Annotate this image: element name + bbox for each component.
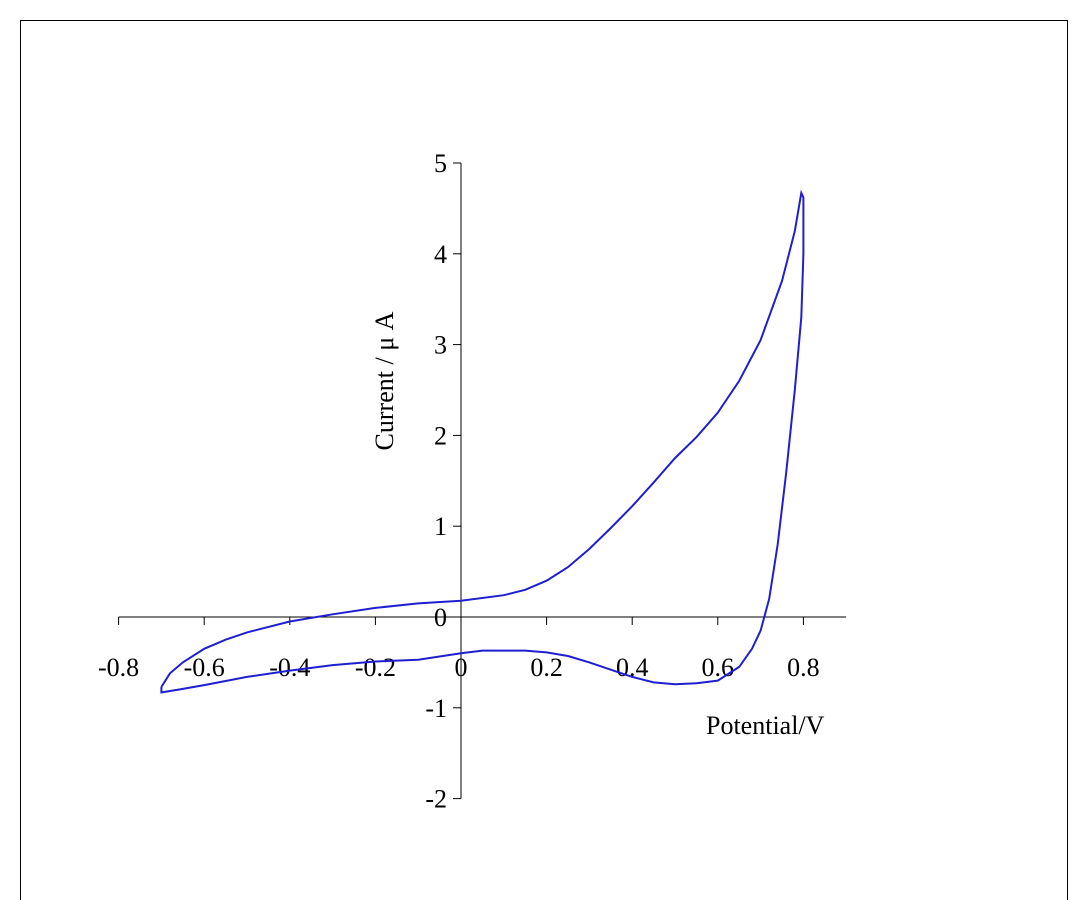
y-tick-label: 4: [434, 240, 447, 269]
axes: [118, 163, 847, 799]
y-tick-label: 3: [434, 331, 447, 360]
x-tick-label: -0.8: [98, 653, 139, 682]
y-tick-label: 1: [434, 512, 447, 541]
y-tick-label: -1: [425, 694, 447, 723]
x-axis-title: Potential/V: [706, 711, 825, 740]
x-tick-label: -0.2: [355, 653, 396, 682]
x-tick-label: 0.8: [787, 653, 820, 682]
y-tick-label: 0: [434, 603, 447, 632]
y-tick-label: -2: [425, 785, 447, 814]
y-tick-label: 2: [434, 421, 447, 450]
axis-ticks: [118, 162, 804, 800]
y-axis-title: Current / μ A: [370, 311, 399, 450]
x-tick-label: -0.4: [269, 653, 310, 682]
chart-frame: [20, 20, 1068, 900]
series-line: [160, 189, 805, 694]
x-tick-label: 0.2: [530, 653, 563, 682]
x-tick-label: 0.6: [702, 653, 735, 682]
x-tick-label: 0: [455, 653, 468, 682]
y-tick-label: 5: [434, 149, 447, 178]
